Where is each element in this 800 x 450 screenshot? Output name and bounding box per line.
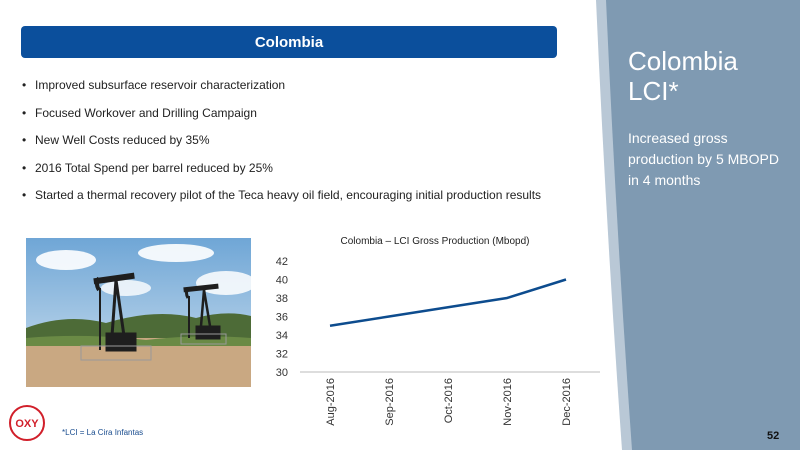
bullet-text: Focused Workover and Drilling Campaign	[35, 105, 257, 120]
title-bar: Colombia	[21, 26, 557, 58]
y-tick-label: 38	[276, 293, 288, 305]
oxy-logo: OXY	[9, 405, 45, 441]
bullet-dot: •	[22, 160, 27, 175]
page-title: Colombia	[254, 33, 324, 51]
bullet-item: • New Well Costs reduced by 35%	[22, 126, 592, 154]
y-tick-label: 30	[276, 367, 288, 379]
bullet-text: 2016 Total Spend per barrel reduced by 2…	[35, 160, 273, 175]
production-line-chart: Colombia – LCI Gross Production (Mbopd) …	[276, 236, 600, 426]
x-tick-label: Nov-2016	[502, 378, 514, 426]
page-number: 52	[767, 430, 780, 442]
y-tick-label: 32	[276, 349, 288, 361]
bullet-dot: •	[22, 105, 27, 120]
bullet-list: • Improved subsurface reservoir character…	[22, 71, 592, 209]
y-tick-label: 42	[276, 256, 288, 268]
series-line	[329, 278, 567, 327]
side-title-line2: LCI*	[628, 76, 679, 106]
x-tick-label: Dec-2016	[561, 378, 573, 426]
bullet-item: • Improved subsurface reservoir character…	[22, 71, 592, 99]
footnote: *LCI = La Cira Infantas	[62, 428, 144, 437]
logo-text: OXY	[15, 418, 39, 430]
oil-pumpjacks-photo	[26, 238, 251, 387]
bullet-text: New Well Costs reduced by 35%	[35, 133, 210, 147]
chart-title: Colombia – LCI Gross Production (Mbopd)	[341, 236, 530, 247]
bullet-item: • Focused Workover and Drilling Campaign	[22, 99, 592, 127]
y-tick-label: 34	[276, 330, 288, 342]
x-tick-label: Oct-2016	[443, 378, 455, 423]
y-tick-label: 40	[276, 275, 288, 287]
side-title-line1: Colombia	[628, 46, 738, 76]
bullet-dot: •	[22, 188, 27, 202]
bullet-text: Started a thermal recovery pilot of the …	[35, 188, 542, 202]
bullet-item: • Started a thermal recovery pilot of the…	[22, 181, 592, 209]
side-summary: Increased gross production by 5 MBOPD in…	[628, 130, 779, 188]
bullet-item: • 2016 Total Spend per barrel reduced by …	[22, 154, 592, 182]
x-tick-label: Sep-2016	[384, 378, 396, 426]
x-tick-label: Aug-2016	[325, 378, 337, 426]
bullet-dot: •	[22, 133, 27, 147]
y-tick-label: 36	[276, 312, 288, 324]
bullet-dot: •	[22, 78, 27, 92]
bullet-text: Improved subsurface reservoir characteri…	[35, 78, 286, 92]
side-title: Colombia LCI*	[628, 46, 788, 106]
